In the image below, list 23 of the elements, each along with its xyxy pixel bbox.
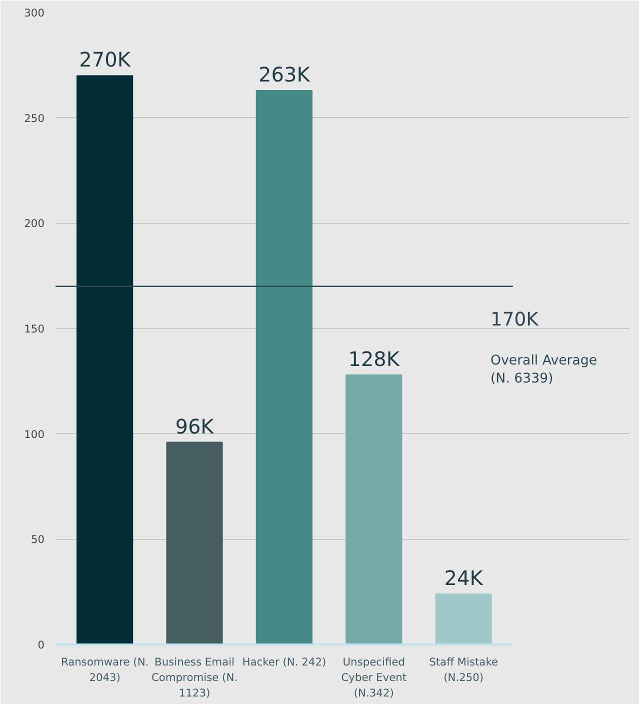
- text: 170K Overall Average (N. 6339): [490, 309, 598, 386]
- y-tick-label: 250: [24, 112, 45, 125]
- x-tick-label: Staff Mistake (N.250): [429, 656, 498, 684]
- x-tick-label: Ransomware (N. 2043): [60, 656, 149, 684]
- data-label: 270K: [79, 48, 132, 72]
- y-tick-label: 300: [24, 6, 45, 20]
- y-tick-label: 50: [30, 533, 45, 546]
- bar: [256, 90, 313, 644]
- bar: [166, 442, 223, 644]
- data-label: 96K: [175, 414, 215, 438]
- y-tick-label: 150: [24, 322, 45, 336]
- data-label: 263K: [258, 62, 311, 86]
- y-tick-label: 200: [24, 217, 45, 230]
- data-label: 128K: [348, 346, 400, 371]
- y-tick-label: 0: [38, 638, 45, 652]
- x-tick-label: Unspecified Cyber Event (N.342): [341, 656, 407, 700]
- bar: [435, 593, 492, 644]
- data-label: 24K: [444, 566, 484, 590]
- y-tick-label: 100: [24, 428, 45, 441]
- x-tick-label: Business Email Compromise (N. 1123): [151, 656, 238, 700]
- bar: [76, 75, 134, 644]
- x-tick-label: Hacker (N. 242): [242, 656, 326, 668]
- bar: [346, 374, 402, 644]
